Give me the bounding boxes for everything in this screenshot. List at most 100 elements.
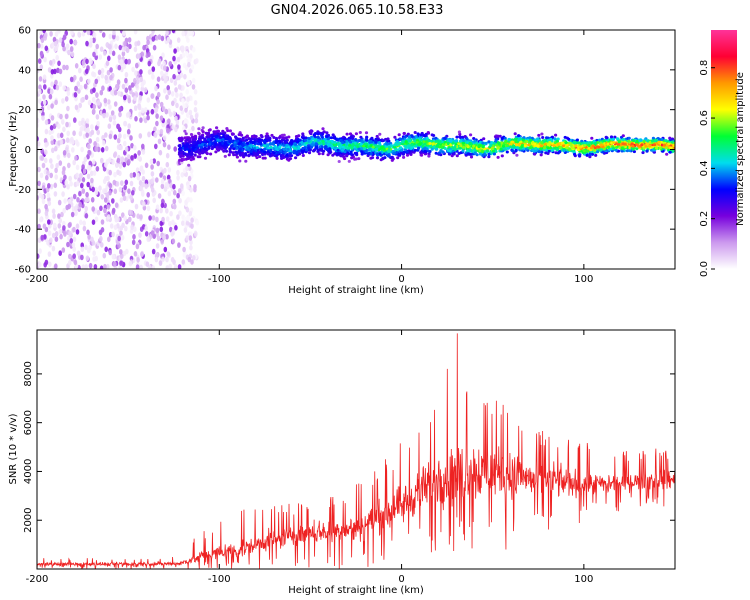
noise-cell — [132, 234, 136, 240]
noise-cell — [49, 158, 53, 164]
noise-cell — [53, 46, 57, 53]
signal-cell — [187, 149, 191, 153]
noise-cell — [37, 223, 41, 230]
signal-cell — [235, 151, 239, 155]
noise-cell — [107, 55, 111, 62]
noise-cell — [67, 49, 71, 56]
signal-cell — [268, 149, 272, 153]
noise-cell — [140, 82, 145, 88]
y-tick-label: 60 — [18, 26, 31, 37]
noise-cell — [78, 67, 82, 74]
signal-cell — [622, 137, 626, 141]
noise-cell — [187, 61, 191, 68]
noise-cell — [81, 188, 86, 194]
noise-cell — [40, 234, 44, 241]
noise-cell — [98, 54, 103, 60]
noise-cell — [41, 115, 45, 121]
colorbar-gradient — [711, 30, 737, 269]
noise-cell — [165, 161, 170, 168]
noise-cell — [181, 220, 185, 226]
signal-cell — [404, 140, 408, 144]
noise-cell — [54, 263, 58, 269]
signal-cell — [430, 147, 434, 151]
noise-cell — [106, 175, 110, 182]
signal-cell — [668, 136, 672, 140]
signal-cell — [336, 148, 340, 152]
noise-cell — [158, 260, 163, 266]
noise-cell — [173, 80, 178, 86]
signal-cell — [417, 146, 421, 150]
signal-cell — [243, 152, 248, 156]
noise-cell — [60, 211, 64, 218]
signal-cell — [249, 144, 253, 148]
signal-cell — [365, 142, 369, 146]
noise-cell — [38, 76, 43, 82]
noise-cell — [61, 119, 65, 125]
noise-cell — [41, 162, 46, 169]
signal-cell — [294, 156, 298, 160]
signal-cell — [322, 142, 326, 146]
noise-cell — [62, 150, 67, 156]
noise-cell — [51, 245, 56, 252]
signal-cell — [588, 155, 592, 159]
noise-cell — [180, 172, 185, 178]
signal-cell — [657, 140, 661, 144]
noise-cell — [138, 232, 142, 238]
signal-cell — [312, 133, 316, 137]
signal-cell — [189, 158, 193, 162]
noise-cell — [52, 213, 56, 219]
signal-cell — [329, 136, 333, 140]
signal-cell — [408, 139, 412, 143]
noise-cell — [102, 112, 106, 119]
noise-cell — [155, 243, 160, 249]
signal-cell — [580, 139, 584, 143]
signal-cell — [333, 152, 337, 156]
noise-cell — [85, 132, 89, 138]
signal-cell — [216, 143, 220, 147]
noise-cell — [77, 31, 81, 38]
noise-cell — [192, 46, 196, 53]
noise-cell — [100, 157, 104, 164]
noise-cell — [72, 236, 77, 243]
noise-cell — [118, 133, 122, 139]
signal-cell — [341, 145, 345, 149]
noise-cell — [85, 40, 89, 47]
noise-cell — [113, 134, 118, 140]
noise-cell — [158, 149, 163, 156]
signal-cell — [510, 149, 515, 153]
noise-cell — [49, 237, 53, 243]
x-tick-label: -100 — [208, 574, 231, 585]
noise-cell — [141, 143, 145, 150]
signal-cell — [387, 146, 391, 149]
signal-cell — [250, 137, 254, 141]
noise-cell — [164, 181, 169, 188]
noise-cell — [102, 252, 107, 259]
signal-cell — [214, 135, 218, 139]
signal-cell — [368, 140, 372, 144]
noise-cell — [167, 118, 171, 124]
noise-cell — [106, 69, 111, 76]
noise-cell — [90, 177, 94, 184]
noise-cell — [43, 56, 47, 63]
signal-cell — [480, 149, 484, 153]
signal-cell — [310, 143, 314, 147]
noise-cell — [107, 43, 111, 50]
signal-cell — [419, 151, 423, 154]
noise-cell — [62, 225, 66, 231]
signal-cell — [318, 141, 322, 145]
signal-cell — [266, 134, 270, 138]
noise-cell — [115, 181, 120, 187]
signal-cell — [378, 132, 382, 136]
signal-cell — [222, 149, 226, 153]
noise-cell — [150, 108, 155, 115]
snr-series-line — [37, 333, 675, 569]
noise-cell — [84, 94, 89, 101]
noise-cell — [109, 74, 113, 81]
signal-cell — [347, 159, 351, 163]
noise-cell — [99, 46, 104, 52]
signal-cell — [374, 140, 378, 144]
noise-cell — [101, 32, 106, 38]
noise-cell — [54, 145, 58, 152]
noise-cell — [44, 259, 49, 266]
noise-cell — [80, 246, 85, 253]
